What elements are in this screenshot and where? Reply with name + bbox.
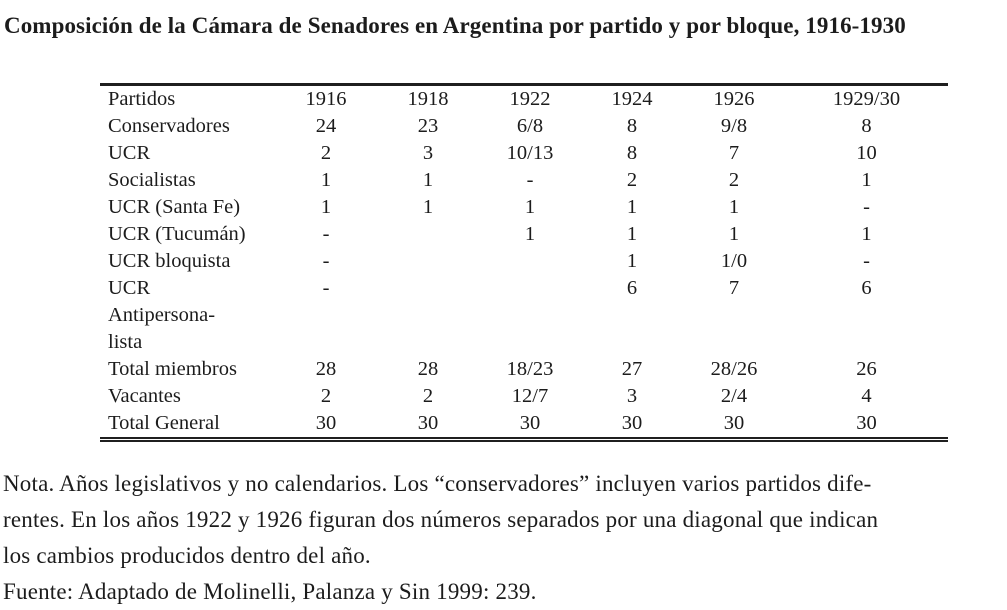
cell-value: 2 <box>422 385 434 407</box>
cell-value: 7 <box>728 277 740 299</box>
column-header-year: 1916 <box>305 88 347 110</box>
cell-value: 23 <box>417 115 439 137</box>
cell-value: 1 <box>320 196 332 218</box>
cell-value: 1 <box>422 169 434 191</box>
cell-value: 8 <box>861 115 872 137</box>
cell-value: 4 <box>861 385 872 407</box>
cell-value: 18/23 <box>506 358 554 380</box>
cell-value: 2 <box>320 142 332 164</box>
row-label: Socialistas <box>108 169 196 191</box>
cell-value: 1 <box>524 223 536 245</box>
cell-value: 7 <box>728 142 740 164</box>
cell-value: 1 <box>626 196 638 218</box>
row-label: Total General <box>108 412 220 434</box>
note-line: Nota. Años legislativos y no calendarios… <box>3 471 872 496</box>
cell-value: 2 <box>728 169 740 191</box>
cell-value: 2 <box>320 385 332 407</box>
cell-value: 30 <box>417 412 439 434</box>
note-line: los cambios producidos dentro del año. <box>3 543 371 568</box>
cell-value <box>377 221 479 248</box>
cell-value: 2 <box>626 169 638 191</box>
cell-value: 28 <box>315 358 337 380</box>
source-line: Fuente: Adaptado de Molinelli, Palanza y… <box>3 579 537 604</box>
table-row: UCR (Santa Fe) 1 1 1 1 1 - <box>100 194 948 221</box>
row-label: Vacantes <box>108 385 181 407</box>
cell-value: 1 <box>626 250 638 272</box>
cell-value: 30 <box>519 412 541 434</box>
cell-value: 10/13 <box>506 142 554 164</box>
cell-value: 1 <box>861 169 872 191</box>
cell-value: 10 <box>856 142 877 164</box>
cell-value: 28/26 <box>710 358 758 380</box>
notes-block: Nota. Años legislativos y no calendarios… <box>3 466 1005 610</box>
cell-value: 6/8 <box>516 115 544 137</box>
cell-value: 2/4 <box>720 385 748 407</box>
row-label: UCR <box>108 142 151 164</box>
table-row: UCR Antipersona- lista - 6 7 6 <box>100 275 948 356</box>
cell-value: 1/0 <box>720 250 748 272</box>
column-header-year: 1918 <box>407 88 449 110</box>
column-header-year: 1929/30 <box>832 88 901 110</box>
cell-value <box>479 248 581 275</box>
row-label: UCR (Santa Fe) <box>108 196 241 218</box>
cell-value: 1 <box>422 196 434 218</box>
cell-value: 1 <box>320 169 332 191</box>
table-row: Total miembros 28 28 18/23 27 28/26 26 <box>100 356 948 383</box>
cell-value: 27 <box>621 358 643 380</box>
cell-value: - <box>322 277 330 299</box>
row-label: Conservadores <box>108 115 230 137</box>
cell-value: 26 <box>856 358 877 380</box>
cell-value <box>377 248 479 275</box>
table-body: Conservadores 24 23 6/8 8 9/8 8 UCR 2 3 10/13 8 7 10 S… <box>100 113 948 440</box>
cell-value: 30 <box>856 412 877 434</box>
cell-value: - <box>863 196 870 218</box>
cell-value: - <box>322 250 330 272</box>
cell-value: 3 <box>626 385 638 407</box>
cell-value: 1 <box>728 223 740 245</box>
cell-value: 3 <box>422 142 434 164</box>
column-header-year: 1926 <box>713 88 755 110</box>
cell-value: 8 <box>626 115 638 137</box>
table-row: Conservadores 24 23 6/8 8 9/8 8 <box>100 113 948 140</box>
cell-value: 28 <box>417 358 439 380</box>
table-row: Total General 30 30 30 30 30 30 <box>100 410 948 440</box>
table-row: UCR bloquista - 1 1/0 - <box>100 248 948 275</box>
row-label: UCR Antipersona- lista <box>108 277 216 353</box>
senate-composition-table: Partidos 1916 1918 1922 1924 1926 1929/30 Cons… <box>100 83 948 442</box>
cell-value: 6 <box>626 277 638 299</box>
cell-value: 24 <box>315 115 337 137</box>
cell-value: 1 <box>728 196 740 218</box>
cell-value: - <box>863 250 870 272</box>
cell-value: 30 <box>723 412 745 434</box>
table-row: Socialistas 1 1 - 2 2 1 <box>100 167 948 194</box>
column-header-year: 1922 <box>509 88 551 110</box>
table-row: UCR (Tucumán) - 1 1 1 1 <box>100 221 948 248</box>
cell-value: 1 <box>626 223 638 245</box>
cell-value: 30 <box>315 412 337 434</box>
table-row: UCR 2 3 10/13 8 7 10 <box>100 140 948 167</box>
row-label: UCR (Tucumán) <box>108 223 246 245</box>
cell-value: 1 <box>524 196 536 218</box>
cell-value: 6 <box>861 277 872 299</box>
column-header-year: 1924 <box>611 88 653 110</box>
cell-value: 30 <box>621 412 643 434</box>
row-label: UCR bloquista <box>108 250 231 272</box>
page-title: Composición de la Cámara de Senadores en… <box>4 13 906 38</box>
cell-value: 1 <box>861 223 872 245</box>
cell-value: 9/8 <box>720 115 748 137</box>
cell-value: - <box>526 169 534 191</box>
cell-value: 8 <box>626 142 638 164</box>
cell-value <box>479 275 581 356</box>
row-label: Total miembros <box>108 358 237 380</box>
column-header-partidos: Partidos <box>108 88 176 110</box>
cell-value <box>377 275 479 356</box>
note-line: rentes. En los años 1922 y 1926 figuran … <box>3 507 879 532</box>
cell-value: 12/7 <box>511 385 549 407</box>
table-row: Vacantes 2 2 12/7 3 2/4 4 <box>100 383 948 410</box>
cell-value: - <box>322 223 330 245</box>
table-header-row: Partidos 1916 1918 1922 1924 1926 1929/30 <box>100 85 948 114</box>
